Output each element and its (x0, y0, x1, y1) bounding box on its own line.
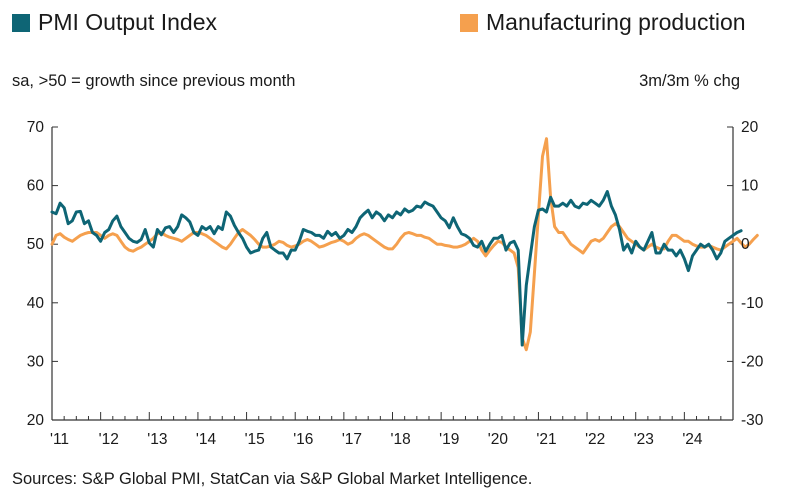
x-tick-label: '22 (585, 431, 605, 448)
x-tick-label: '15 (245, 431, 265, 448)
x-tick-label: '18 (391, 431, 411, 448)
legend-item-pmi-output-index: PMI Output Index (12, 9, 217, 36)
left-tick-label: 20 (27, 412, 45, 429)
right-tick-label: 20 (741, 119, 759, 136)
x-tick-label: '16 (293, 431, 313, 448)
left-tick-label: 50 (27, 236, 45, 253)
chart-tick-labels: 20 30 40 50 60 70 -30 -20 -10 0 10 20 '11 '12 '13 '14 '1… (27, 119, 764, 448)
x-tick-label: '20 (488, 431, 509, 448)
series-line-pmi-output-index (50, 190, 743, 347)
x-tick-label: '12 (99, 431, 119, 448)
chart-series (50, 137, 759, 352)
right-tick-label: 10 (741, 178, 759, 195)
left-tick-label: 60 (27, 178, 45, 195)
legend-label-pmi: PMI Output Index (38, 9, 217, 35)
x-tick-label: '23 (634, 431, 654, 448)
left-tick-label: 40 (27, 295, 45, 312)
left-tick-label: 70 (27, 119, 45, 136)
right-axis-subtitle: 3m/3m % chg (639, 72, 740, 90)
legend-swatch-pmi (12, 13, 30, 32)
series-line-manufacturing-production (50, 137, 759, 352)
x-tick-label: '19 (439, 431, 459, 448)
legend-swatch-manufacturing (460, 13, 478, 32)
x-tick-label: '14 (196, 431, 217, 448)
right-tick-label: -20 (741, 353, 764, 370)
right-tick-label: -10 (741, 295, 764, 312)
x-tick-label: '11 (50, 431, 69, 448)
x-tick-label: '17 (342, 431, 362, 448)
x-tick-label: '21 (536, 431, 556, 448)
left-axis-subtitle: sa, >50 = growth since previous month (12, 72, 296, 90)
right-tick-label: -30 (741, 412, 764, 429)
chart-axes (51, 126, 734, 421)
legend-item-manufacturing-production: Manufacturing production (460, 9, 746, 36)
left-tick-label: 30 (27, 353, 45, 370)
source-note: Sources: S&P Global PMI, StatCan via S&P… (12, 470, 533, 488)
legend-label-manufacturing: Manufacturing production (486, 9, 746, 35)
x-tick-label: '24 (682, 431, 703, 448)
x-tick-label: '13 (147, 431, 167, 448)
right-tick-label: 0 (741, 236, 750, 253)
